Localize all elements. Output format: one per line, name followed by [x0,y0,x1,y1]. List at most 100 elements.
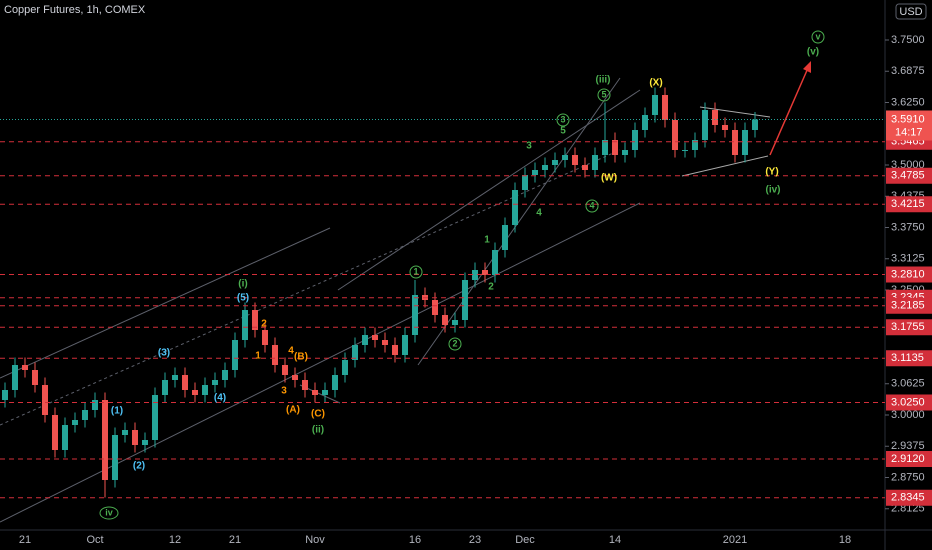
candle-body [152,395,158,440]
y-tick-label: 3.7500 [891,34,925,46]
candle-body [372,335,378,340]
candle-body [532,170,538,175]
candle-body [602,140,608,155]
x-tick-label: 12 [169,534,181,546]
candle-body [112,435,118,480]
candle-body [22,365,28,370]
candle-body [102,400,108,480]
wave-label: 1 [255,351,261,362]
wave-circle [811,30,825,44]
wave-label: 5 [560,126,566,137]
triangle-line [699,106,771,118]
y-tick-label: 3.0625 [891,378,925,390]
wave-label: 2 [452,338,457,348]
level-label: 3.4215 [891,198,925,210]
trend-line [0,227,331,379]
level-label: 2.8345 [891,492,925,504]
candle-body [472,270,478,280]
level-label: 3.1755 [891,321,925,333]
wave-circle [448,337,462,351]
candle-body [52,415,58,450]
candle-body [212,380,218,385]
y-tick-label: 3.3750 [891,221,925,233]
candles [2,87,758,498]
candle-body [722,125,728,130]
candle-body [312,390,318,395]
chart-title: Copper Futures, 1h, COMEX [4,4,146,16]
wave-label: 4 [288,346,294,357]
wave-label: (W) [601,173,617,184]
candle-body [552,160,558,165]
wave-label: (2) [133,461,145,472]
candle-body [2,390,8,400]
candle-body [732,130,738,155]
candle-body [512,190,518,225]
wave-label: 4 [536,208,542,219]
candle-body [652,95,658,115]
level-label-bg [886,167,932,184]
candle-body [332,375,338,390]
candle-body [432,300,438,315]
wave-label: (i) [238,279,247,290]
candle-body [702,110,708,140]
candle-body [482,270,488,275]
wave-label: v [815,31,820,41]
level-label-bg [886,196,932,213]
candle-body [252,310,258,330]
projection-arrow [769,61,811,156]
x-tick-label: 14 [609,534,621,546]
wave-circle [585,199,599,213]
wave-label: (C) [311,409,325,420]
wave-label: 3 [526,141,532,152]
y-tick-label: 3.0000 [891,409,925,421]
candle-body [582,165,588,170]
candle-body [142,440,148,445]
arrow-line [769,67,809,156]
wave-label: (B) [294,352,308,363]
candle-body [62,425,68,450]
y-tick-label: 2.9375 [891,440,925,452]
candle-body [72,420,78,425]
wave-label: 5 [601,89,606,99]
last-price-bg [886,110,932,141]
wave-label: (ii) [312,425,324,436]
wave-circle [556,113,570,127]
candle-body [592,155,598,170]
candle-body [522,175,528,190]
candle-body [452,320,458,325]
x-tick-label: 18 [839,534,851,546]
candle-body [182,375,188,390]
x-tick-label: Nov [305,534,325,546]
level-label: 3.4785 [891,170,925,182]
wave-circle [99,506,119,520]
candle-body [132,430,138,445]
candle-body [42,385,48,415]
candle-body [712,110,718,125]
wave-label: 1 [413,266,418,276]
wave-label: (4) [214,393,226,404]
y-tick-label: 3.3125 [891,253,925,265]
level-label: 3.0250 [891,396,925,408]
x-tick-label: 2021 [723,534,747,546]
candle-body [502,225,508,250]
candle-body [662,95,668,120]
countdown: 14:17 [895,126,923,138]
level-label-bg [886,319,932,336]
candle-body [402,335,408,355]
candle-body [32,370,38,385]
level-label-bg [886,350,932,367]
candle-body [352,345,358,360]
candle-body [162,380,168,395]
candle-body [282,365,288,375]
currency-box [895,3,927,20]
wave-label: (3) [158,348,170,359]
level-label-bg [886,394,932,411]
currency: USD [899,6,922,18]
candle-body [342,360,348,375]
candle-body [172,375,178,380]
wave-label: (A) [286,405,300,416]
candle-body [222,370,228,380]
candle-body [272,345,278,365]
